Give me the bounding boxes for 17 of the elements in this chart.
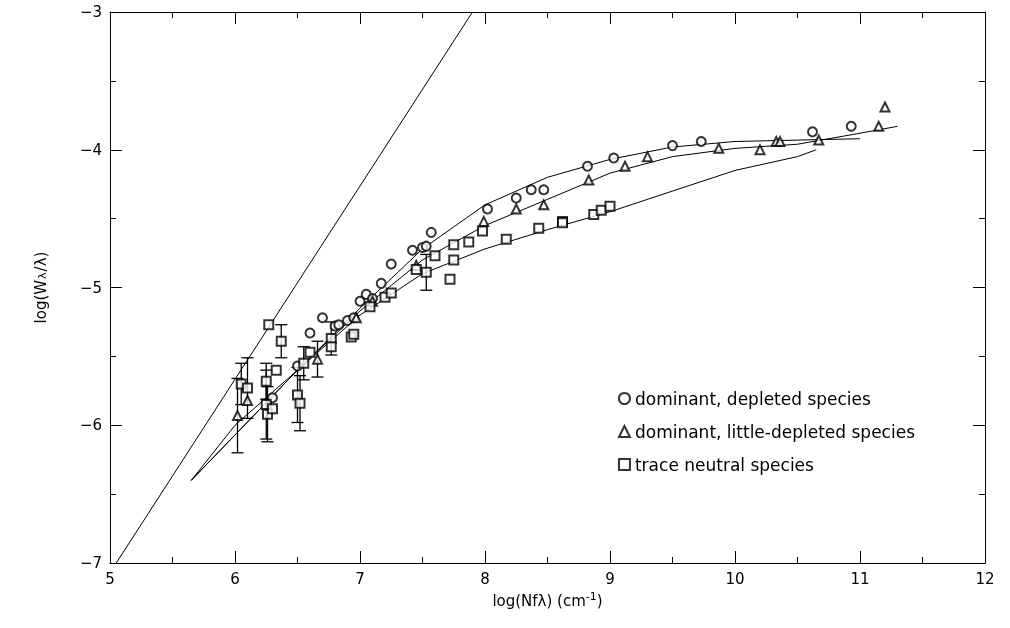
x-tick-label: 5 bbox=[105, 569, 115, 588]
legend-label: dominant, little-depleted species bbox=[634, 421, 916, 442]
x-tick-label: 7 bbox=[355, 569, 365, 588]
x-tick-label: 9 bbox=[605, 569, 615, 588]
legend-label: trace neutral species bbox=[634, 454, 815, 475]
y-tick-label: −6 bbox=[79, 416, 102, 435]
x-tick-label: 12 bbox=[975, 569, 995, 588]
x-tick-label: 6 bbox=[230, 569, 240, 588]
y-tick-label: −5 bbox=[79, 278, 102, 297]
x-tick-label: 11 bbox=[850, 569, 870, 588]
legend-label: dominant, depleted species bbox=[634, 388, 872, 409]
y-axis-title: log(Wλ/λ) bbox=[31, 251, 50, 324]
x-tick-label: 10 bbox=[725, 569, 745, 588]
y-tick-label: −4 bbox=[79, 140, 102, 159]
x-tick-label: 8 bbox=[480, 569, 490, 588]
y-tick-label: −3 bbox=[79, 3, 102, 21]
y-tick-label: −7 bbox=[79, 554, 102, 572]
